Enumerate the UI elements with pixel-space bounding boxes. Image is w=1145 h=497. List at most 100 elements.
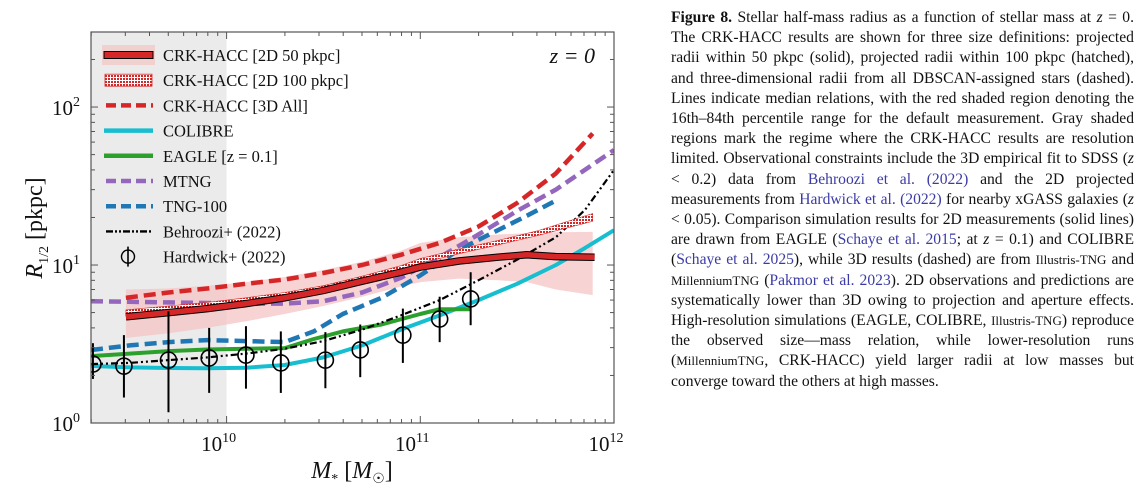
- legend-label: EAGLE [z = 0.1]: [163, 147, 278, 166]
- hardwick-point: [394, 308, 412, 363]
- legend-line-swatch: [103, 51, 154, 59]
- caption-text: ) yield larger radii at low masses but c…: [671, 352, 1135, 390]
- legend-label: MTNG: [163, 172, 212, 191]
- caption-text: ,: [764, 352, 779, 370]
- y-axis-label: R1/2 [pkpc]: [22, 177, 52, 279]
- legend-item-eagle: EAGLE [z = 0.1]: [104, 147, 278, 166]
- legend-item-hardwick: Hardwick+ (2022): [120, 246, 285, 267]
- legend-label: CRK-HACC [2D 100 pkpc]: [163, 71, 349, 90]
- legend-item-crk3d: CRK-HACC [3D All]: [106, 96, 308, 115]
- hardwick-point: [461, 272, 480, 326]
- hardwick-marker: [351, 341, 370, 359]
- legend: CRK-HACC [2D 50 pkpc] CRK-HACC [2D 100 pk…: [102, 45, 349, 267]
- legend-item-crk2d50: CRK-HACC [2D 50 pkpc]: [102, 45, 340, 65]
- y-tick-label: 100: [52, 411, 80, 436]
- caption-text: EAGLE: [856, 312, 908, 330]
- legend-item-mtng: MTNG: [106, 172, 212, 191]
- y-tick-label: 102: [52, 95, 80, 120]
- series-mtng-line: [91, 148, 614, 306]
- legend-label: Hardwick+ (2022): [163, 248, 285, 267]
- series-eagle-line: [91, 307, 471, 359]
- caption-text: < 0.05). Comparison simulation results f…: [671, 211, 1134, 249]
- citation-link[interactable]: Behroozi et al. (2022): [807, 170, 969, 188]
- plot-area: [91, 131, 614, 413]
- series-behroozi-line: [91, 169, 614, 366]
- series-crk2d50-line: [125, 252, 595, 320]
- figure-caption: Figure 8. Stellar half-mass radius as a …: [671, 8, 1134, 392]
- caption-text: z: [1127, 190, 1134, 208]
- hardwick-point: [430, 296, 449, 343]
- caption-text: z: [983, 231, 990, 249]
- caption-text: CRK-HACC: [701, 29, 782, 47]
- caption-text: = 0. The: [671, 9, 1135, 47]
- caption-text: MillenniumTNG: [671, 272, 760, 288]
- citation-link[interactable]: Schaye et al. 2015: [837, 231, 957, 249]
- caption-text: COLIBRE: [915, 312, 983, 330]
- legend-item-colibre: COLIBRE: [104, 122, 234, 141]
- series-colibre-line: [91, 228, 614, 371]
- caption-text: < 0.2) data from: [671, 170, 808, 188]
- caption-text: MillenniumTNG: [676, 353, 765, 369]
- hardwick-point: [351, 324, 370, 378]
- caption-text: (: [671, 251, 677, 269]
- stellar-size-mass-chart: 1010 1011 1012 100 101 102 CRK-HACC [2D 50 pk…: [22, 31, 624, 487]
- hardwick-marker: [115, 357, 133, 375]
- caption-text: ) reproduce the observed size—mass relat…: [671, 312, 1135, 370]
- legend-hatch-swatch: [104, 73, 153, 87]
- caption-text: COLIBRE: [1067, 231, 1135, 249]
- hardwick-marker: [316, 351, 335, 369]
- citation-link[interactable]: Schaye et al. 2025: [676, 251, 794, 269]
- legend-item-behroozi: Behroozi+ (2022): [106, 222, 281, 241]
- hardwick-point: [237, 326, 255, 389]
- hardwick-point: [200, 327, 218, 393]
- caption-text: (: [759, 271, 770, 289]
- caption-text: EAGLE: [775, 231, 827, 249]
- series-crk3d-line: [125, 131, 595, 301]
- caption-text: = 0.1) and: [989, 231, 1068, 249]
- hardwick-marker: [394, 326, 412, 344]
- legend-label: COLIBRE: [163, 122, 234, 141]
- caption-text: and: [1106, 251, 1134, 269]
- hardwick-point: [115, 335, 133, 398]
- redshift-annotation: z = 0: [549, 43, 595, 68]
- caption-text: ,: [982, 312, 992, 330]
- hardwick-marker: [200, 349, 218, 367]
- caption-text: results are resolution limited. Observat…: [671, 130, 1135, 168]
- hardwick-marker: [461, 290, 480, 308]
- caption-text: (: [826, 231, 838, 249]
- axis-ticks: [90, 32, 615, 424]
- caption-text: ,: [907, 312, 916, 330]
- resolution-limited-region: [91, 32, 227, 423]
- caption-text: Stellar half-mass radius as a function o…: [732, 9, 1097, 26]
- caption-text: Illustris-TNG: [1035, 252, 1107, 268]
- hardwick-marker: [430, 310, 449, 328]
- caption-text: z: [1096, 9, 1103, 26]
- hardwick-point: [91, 343, 102, 379]
- hardwick-marker: [159, 351, 178, 369]
- caption-text: for nearby xGASS galaxies (: [941, 190, 1128, 208]
- caption-text: CRK-HACC: [910, 130, 991, 148]
- citation-link[interactable]: Pakmor et al. 2023: [769, 271, 891, 289]
- legend-label: CRK-HACC [2D 50 pkpc]: [163, 46, 340, 65]
- hardwick-marker: [91, 355, 102, 373]
- caption-text: and the 2D projected measurements from: [671, 170, 1135, 208]
- x-tick-label: 1011: [395, 431, 429, 456]
- x-axis-label: M* [M☉]: [310, 458, 393, 487]
- hardwick-point: [159, 311, 178, 413]
- citation-link[interactable]: Hardwick et al. (2022): [799, 190, 942, 208]
- hardwick-point: [272, 331, 290, 393]
- hardwick-point: [316, 332, 335, 389]
- legend-label: TNG-100: [163, 197, 227, 216]
- axis-tick-labels: 1010 1011 1012 100 101 102: [52, 95, 624, 456]
- caption-text: Illustris-TNG: [991, 313, 1062, 329]
- legend-label: CRK-HACC [3D All]: [163, 96, 308, 115]
- x-tick-label: 1010: [201, 431, 236, 456]
- y-tick-label: 101: [52, 253, 80, 278]
- series-tng-line: [91, 197, 559, 353]
- legend-item-tng: TNG-100: [106, 197, 227, 216]
- legend-label: Behroozi+ (2022): [163, 222, 281, 241]
- legend-marker-swatch: [120, 249, 136, 264]
- caption-text: z: [1127, 150, 1134, 168]
- legend-item-crk2d100: CRK-HACC [2D 100 pkpc]: [104, 71, 349, 90]
- caption-text: CRK-HACC: [778, 352, 860, 370]
